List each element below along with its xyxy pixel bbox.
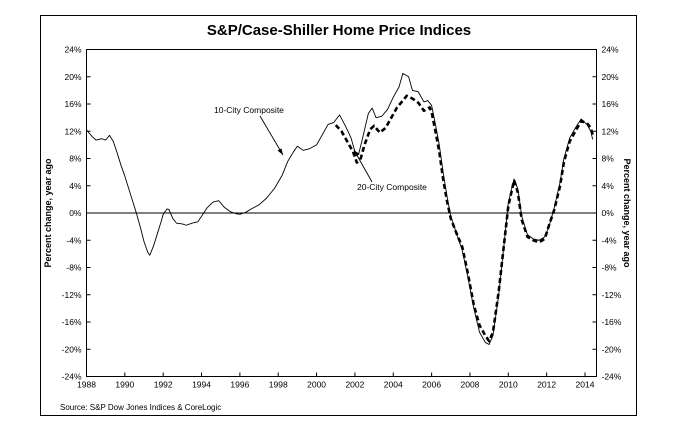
y-tick-label-left: -12% [62, 290, 82, 300]
x-tick-label: 1990 [115, 380, 134, 390]
y-tick-label-left: -20% [62, 344, 82, 354]
y-tick-label-left: -4% [66, 235, 82, 245]
y-tick-label-left: 12% [64, 126, 81, 136]
x-tick-label: 2010 [499, 380, 518, 390]
y-tick-label-left: 24% [64, 45, 81, 55]
y-tick-label-right: 24% [602, 45, 619, 55]
y-tick-label-right: 8% [602, 154, 615, 164]
y-tick-label-right: -24% [602, 372, 622, 382]
x-tick-label: 2000 [307, 380, 326, 390]
x-tick-label: 2014 [576, 380, 595, 390]
annotation-10-city-arrowhead [277, 148, 283, 155]
annotation-20-city-arrowhead [354, 150, 360, 157]
x-tick-label: 1996 [230, 380, 249, 390]
annotation-20-city: 20-City Composite [357, 182, 427, 192]
y-tick-label-right: -8% [602, 263, 618, 273]
x-tick-label: 1994 [192, 380, 211, 390]
y-tick-label-left: 4% [69, 181, 82, 191]
x-tick-label: 2002 [345, 380, 364, 390]
y-tick-label-left: 16% [64, 99, 81, 109]
y-tick-label-right: -16% [602, 317, 622, 327]
annotation-10-city-leader [259, 115, 284, 156]
chart-title: S&P/Case-Shiller Home Price Indices [207, 22, 471, 39]
x-tick-label: 2012 [537, 380, 556, 390]
outer-border [40, 15, 637, 416]
y-tick-label-left: 0% [69, 208, 82, 218]
y-axis-label-left: Percent change, year ago [43, 158, 53, 268]
annotation-10-city: 10-City Composite [214, 105, 284, 115]
x-tick-label: 2004 [384, 380, 403, 390]
x-tick-label: 1998 [269, 380, 288, 390]
y-axis-label-right: Percent change, year ago [622, 158, 632, 268]
x-tick-label: 1988 [77, 380, 96, 390]
source-note: Source: S&P Dow Jones Indices & CoreLogi… [60, 403, 221, 412]
y-tick-label-left: 8% [69, 154, 82, 164]
y-tick-label-right: 16% [602, 99, 619, 109]
y-tick-label-right: -4% [602, 235, 618, 245]
y-tick-label-left: -16% [62, 317, 82, 327]
x-tick-label: 2008 [460, 380, 479, 390]
y-tick-label-right: -12% [602, 290, 622, 300]
y-tick-label-right: -20% [602, 344, 622, 354]
x-tick-label: 2006 [422, 380, 441, 390]
y-tick-label-left: 20% [64, 72, 81, 82]
y-tick-label-right: 0% [602, 208, 615, 218]
y-tick-label-right: 4% [602, 181, 615, 191]
y-tick-label-left: -24% [62, 372, 82, 382]
y-tick-label-left: -8% [66, 263, 82, 273]
y-tick-label-right: 20% [602, 72, 619, 82]
series-line-20-city [334, 94, 594, 343]
y-tick-label-right: 12% [602, 126, 619, 136]
x-tick-label: 1992 [154, 380, 173, 390]
